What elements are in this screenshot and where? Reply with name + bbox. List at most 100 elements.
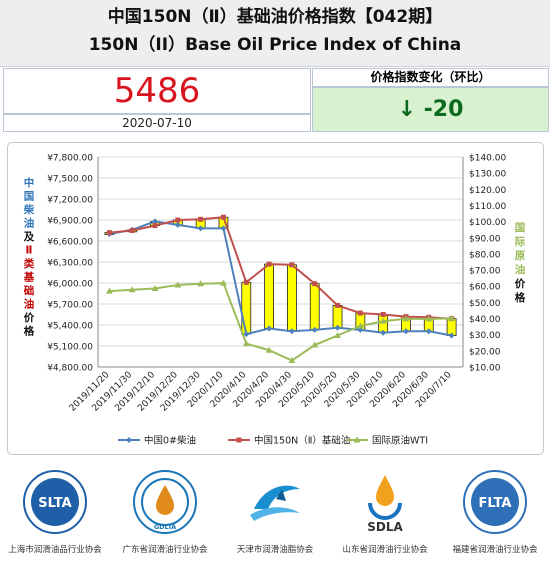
right-axis-title-char: 原 [515,250,526,262]
right-tick-label: $60.00 [469,283,501,293]
left-tick-label: ¥4,800.00 [47,364,93,374]
series-point [380,329,387,336]
right-tick-label: $50.00 [469,299,501,309]
legend-marker [236,437,242,443]
series-point [242,340,250,347]
series-point [220,225,227,232]
legend-marker [353,436,361,443]
series-point [379,317,387,324]
series-point [175,217,181,223]
series-point [152,223,158,229]
right-axis-title-char: 价 [515,278,526,290]
right-tick-label: $90.00 [469,234,501,244]
legend-marker [126,437,132,443]
org-abbr: SLTA [38,496,71,511]
org-gdlia: GDLIA 广东省润滑油行业协会 [110,466,220,561]
org-sdla: SDLA 山东省润滑油行业协会 [330,466,440,561]
org-abbr: FLTA [479,496,512,511]
right-tick-label: $80.00 [469,250,501,260]
series-point [356,322,364,329]
series-point [334,332,342,338]
left-tick-label: ¥6,300.00 [47,259,93,269]
left-axis-title-char: 及 [24,231,35,243]
header: 中国150N（Ⅱ）基础油价格指数【042期】 150N（II）Base Oil … [0,0,550,67]
high-low-bar [332,304,343,329]
high-low-bar [309,283,320,331]
change-value: ↓ -20 [312,87,549,132]
left-axis-title-char: 中 [24,176,35,189]
series-point [289,262,295,268]
right-axis-title-char: 油 [515,263,526,276]
series-point [311,341,319,348]
series-point [174,221,181,228]
series-point [198,216,204,222]
series-point [220,214,226,220]
left-tick-label: ¥6,900.00 [47,217,93,227]
left-tick-label: ¥6,600.00 [47,238,93,248]
left-axis-title-char: 格 [24,325,35,338]
legend-label: 中国0#柴油 [144,435,196,447]
left-tick-label: ¥5,700.00 [47,301,93,311]
high-low-bar [287,264,297,332]
right-axis-title-char: 国 [515,222,526,234]
footer-orgs: SLTA 上海市润滑油品行业协会 GDLIA 广东省润滑油行业协会 天津市润滑油… [0,466,550,561]
series-point [106,230,112,236]
sdla-logo-icon: SDLA [367,475,403,534]
price-chart: ¥4,800.00 ¥5,100.00 ¥5,400.00 ¥5,700.00 ¥6,0… [7,142,544,455]
title-english: 150N（II）Base Oil Price Index of China [88,35,462,55]
org-name: 上海市润滑油品行业协会 [8,545,102,555]
series-point [380,312,386,317]
left-tick-label: ¥7,200.00 [47,196,93,206]
series-point [105,287,113,294]
series-point [357,310,363,316]
series-point [151,284,159,291]
right-tick-label: $40.00 [469,315,501,325]
right-tick-label: $70.00 [469,267,501,277]
series-point [311,326,318,333]
left-axis-title-char: Ⅱ [26,245,33,257]
high-low-bar [241,281,252,335]
series-point [174,281,182,288]
right-axis-title-char: 际 [515,236,526,248]
legend-label: 中国150N（Ⅱ）基础油 [254,435,350,447]
right-tick-label: $30.00 [469,331,501,341]
flta-logo-icon: FLTA [463,470,527,534]
left-axis-title-char: 类 [24,257,35,270]
right-tick-label: $110.00 [469,202,506,212]
series-point [197,280,205,287]
series-point [425,315,433,322]
series-line [109,282,452,362]
right-tick-label: $100.00 [469,218,506,228]
series-point [448,332,455,339]
left-axis-title-char: 础 [24,284,35,297]
index-value: 5486 [3,68,311,114]
right-tick-label: $120.00 [469,186,506,196]
left-axis-title-char: 油 [24,298,35,311]
tianjin-logo-icon [250,485,300,521]
series-point [402,328,409,335]
index-date: 2020-07-10 [3,114,311,132]
series-point [197,225,204,232]
high-low-bar [264,263,274,329]
change-label: 价格指数变化（环比） [312,68,549,87]
series-point [402,315,410,322]
org-name: 山东省润滑油行业协会 [342,545,428,555]
org-name: 福建省润滑油行业协会 [452,545,538,555]
series-point [425,328,432,335]
right-tick-label: $140.00 [469,154,506,164]
gdlia-logo-icon: GDLIA [133,470,197,534]
right-tick-label: $130.00 [469,170,506,180]
right-axis-title-char: 格 [515,291,526,304]
left-tick-label: ¥7,500.00 [47,175,93,185]
left-tick-label: ¥7,800.00 [47,154,93,164]
org-name: 广东省润滑油行业协会 [122,545,208,555]
series-point [288,328,295,335]
org-flta: FLTA 福建省润滑油行业协会 [440,466,550,561]
series-point [129,228,135,233]
series-point [128,286,136,293]
series-point [334,324,341,331]
title-chinese: 中国150N（Ⅱ）基础油价格指数【042期】 [107,7,443,27]
series-point [266,325,273,332]
series-point [448,314,456,321]
